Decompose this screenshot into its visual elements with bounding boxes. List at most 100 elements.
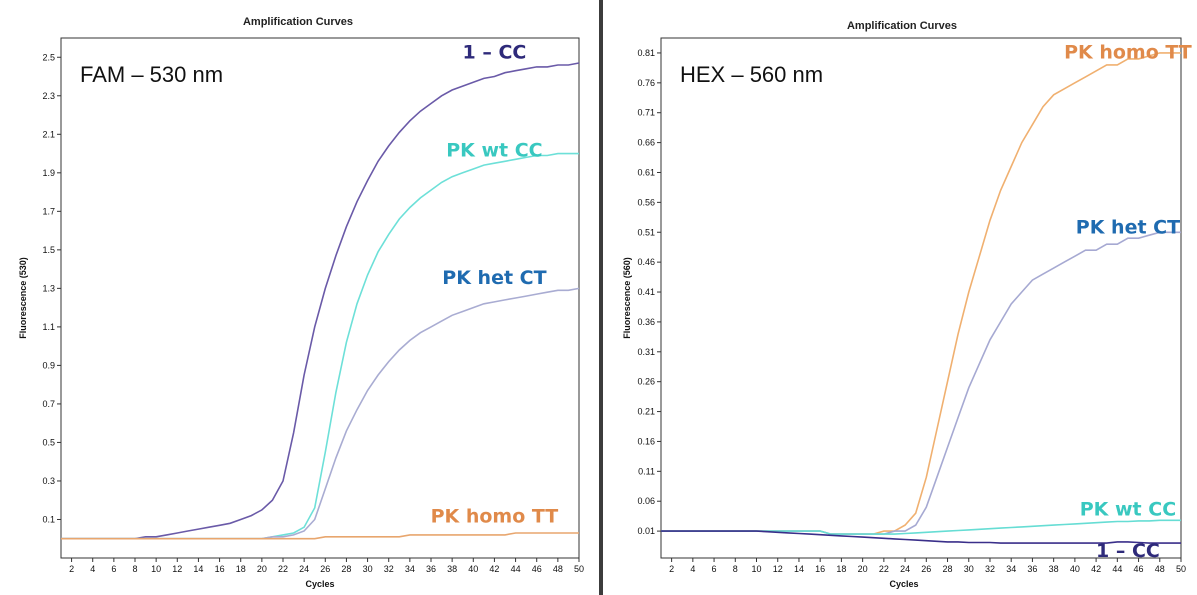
y-tick-label: 0.56 [637, 197, 655, 207]
x-tick-label: 50 [1176, 564, 1186, 574]
y-tick-label: 0.1 [42, 514, 55, 524]
y-tick-label: 0.61 [637, 167, 655, 177]
x-tick-label: 14 [193, 564, 203, 574]
y-tick-label: 2.5 [42, 52, 55, 62]
y-tick-label: 0.26 [637, 377, 655, 387]
x-tick-label: 46 [1134, 564, 1144, 574]
plot-area [660, 37, 1182, 559]
x-tick-label: 4 [690, 564, 695, 574]
series-line-1-cc [661, 530, 1181, 544]
series-label-pk-wt-cc: PK wt CC [1080, 498, 1176, 520]
y-tick-label: 0.7 [42, 399, 55, 409]
x-tick-label: 16 [815, 564, 825, 574]
x-tick-label: 48 [1155, 564, 1165, 574]
x-tick-label: 36 [426, 564, 436, 574]
x-tick-label: 8 [132, 564, 137, 574]
x-tick-label: 4 [90, 564, 95, 574]
y-tick-label: 0.46 [637, 257, 655, 267]
x-tick-label: 14 [794, 564, 804, 574]
x-tick-label: 42 [1091, 564, 1101, 574]
panel-fam: Amplification Curves FAM – 530 nm Cycles… [0, 0, 598, 595]
series-label-pk-homo-tt: PK homo TT [431, 506, 559, 528]
y-tick-label: 0.36 [637, 317, 655, 327]
series-line-pk-homo-tt [61, 532, 579, 540]
chart-title: Amplification Curves [847, 20, 957, 32]
x-tick-label: 40 [1070, 564, 1080, 574]
y-tick-label: 2.3 [42, 91, 55, 101]
x-tick-label: 16 [215, 564, 225, 574]
x-tick-label: 30 [964, 564, 974, 574]
x-tick-label: 10 [151, 564, 161, 574]
y-tick-label: 0.66 [637, 138, 655, 148]
y-tick-label: 0.71 [637, 108, 655, 118]
y-axis-label: Fluorescence (560) [622, 257, 632, 339]
channel-annotation: HEX – 560 nm [680, 62, 823, 87]
x-tick-label: 38 [1049, 564, 1059, 574]
y-tick-label: 0.16 [637, 436, 655, 446]
panel-divider [599, 0, 603, 595]
hex-chart: Amplification Curves HEX – 560 nm Cycles… [622, 20, 1192, 589]
y-tick-label: 0.51 [637, 227, 655, 237]
x-tick-label: 12 [773, 564, 783, 574]
x-tick-label: 22 [278, 564, 288, 574]
fam-chart: Amplification Curves FAM – 530 nm Cycles… [18, 16, 584, 589]
y-axis-label: Fluorescence (530) [18, 257, 28, 339]
x-tick-label: 34 [405, 564, 415, 574]
x-tick-label: 28 [943, 564, 953, 574]
y-tick-label: 1.3 [42, 283, 55, 293]
x-tick-label: 20 [858, 564, 868, 574]
x-tick-label: 18 [236, 564, 246, 574]
x-tick-label: 44 [1112, 564, 1122, 574]
y-tick-label: 0.06 [637, 496, 655, 506]
x-tick-label: 12 [172, 564, 182, 574]
series-label-pk-het-ct: PK het CT [1076, 216, 1180, 238]
series-line-1-cc [61, 62, 580, 540]
x-tick-label: 32 [384, 564, 394, 574]
x-tick-label: 26 [921, 564, 931, 574]
x-axis-label: Cycles [889, 579, 918, 589]
x-tick-label: 18 [836, 564, 846, 574]
y-tick-label: 0.5 [42, 437, 55, 447]
x-tick-label: 46 [532, 564, 542, 574]
x-tick-label: 30 [363, 564, 373, 574]
y-tick-label: 1.5 [42, 245, 55, 255]
x-tick-label: 50 [574, 564, 584, 574]
series-label-pk-homo-tt: PK homo TT [1064, 42, 1192, 64]
y-tick-label: 0.31 [637, 347, 655, 357]
x-tick-label: 8 [733, 564, 738, 574]
series-label-1-cc: 1 – CC [463, 41, 527, 63]
series-label-pk-het-ct: PK het CT [442, 267, 546, 289]
panel-hex: Amplification Curves HEX – 560 nm Cycles… [604, 0, 1197, 595]
y-tick-label: 1.9 [42, 168, 55, 178]
y-tick-label: 2.1 [42, 129, 55, 139]
x-tick-label: 40 [468, 564, 478, 574]
y-tick-label: 0.11 [638, 466, 655, 476]
x-tick-label: 2 [669, 564, 674, 574]
series-label-pk-wt-cc: PK wt CC [446, 140, 542, 162]
x-tick-label: 24 [900, 564, 910, 574]
x-tick-label: 6 [111, 564, 116, 574]
y-tick-label: 1.7 [42, 206, 55, 216]
x-tick-label: 2 [69, 564, 74, 574]
x-tick-label: 42 [489, 564, 499, 574]
x-tick-label: 36 [1027, 564, 1037, 574]
y-tick-label: 0.76 [637, 78, 655, 88]
x-tick-label: 26 [320, 564, 330, 574]
x-tick-label: 6 [712, 564, 717, 574]
x-tick-label: 22 [879, 564, 889, 574]
y-tick-label: 0.9 [42, 360, 55, 370]
y-tick-label: 0.81 [637, 48, 655, 58]
series-label-1-cc: 1 – CC [1096, 540, 1160, 562]
y-tick-label: 0.41 [637, 287, 655, 297]
y-tick-label: 0.21 [637, 407, 655, 417]
x-tick-label: 44 [511, 564, 521, 574]
x-tick-label: 24 [299, 564, 309, 574]
y-tick-label: 1.1 [42, 322, 55, 332]
x-axis-label: Cycles [305, 579, 334, 589]
plot-area [60, 37, 580, 559]
x-tick-label: 34 [1006, 564, 1016, 574]
channel-annotation: FAM – 530 nm [80, 62, 223, 87]
y-tick-label: 0.3 [42, 476, 55, 486]
x-tick-label: 28 [341, 564, 351, 574]
chart-title: Amplification Curves [243, 16, 353, 28]
